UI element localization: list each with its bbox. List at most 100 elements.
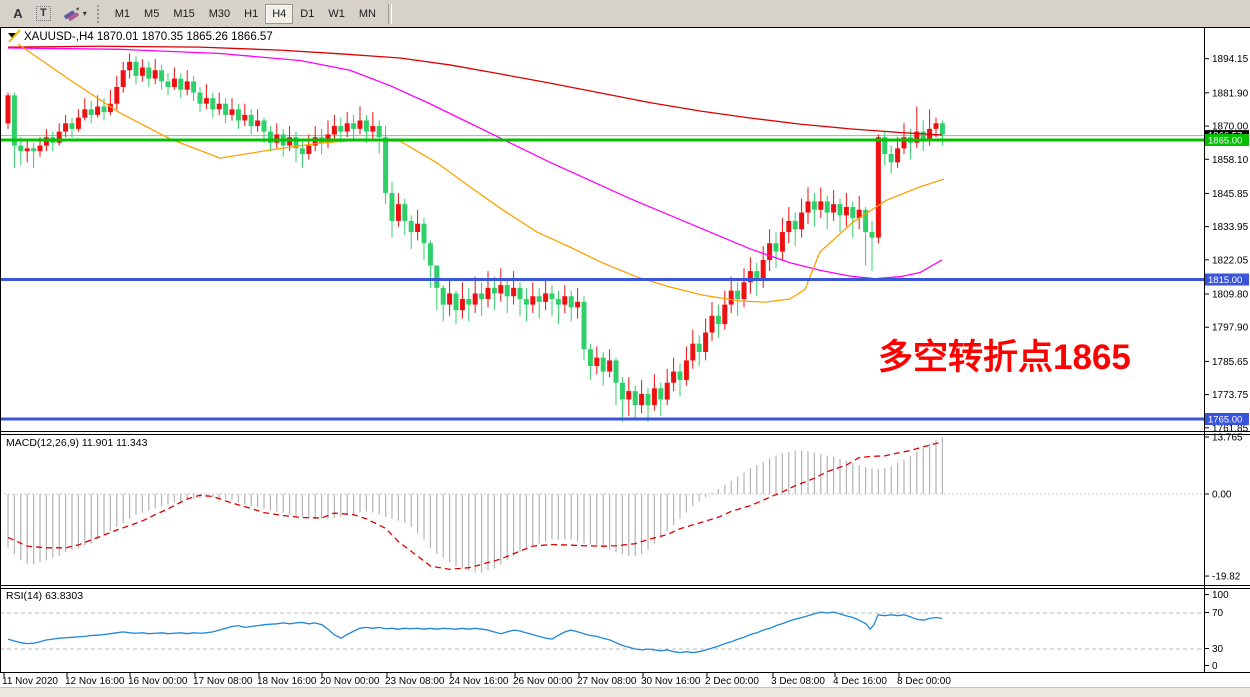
candle-body [434,265,440,288]
candle-body [607,360,613,372]
candle-body [562,296,568,305]
candle-body [165,81,171,87]
candle-body [363,120,369,132]
candles-layer [5,53,945,422]
candle-body [677,371,683,380]
rsi-axis-label: 30 [1212,644,1224,655]
candle-body [888,153,894,163]
candle-body [120,70,126,87]
candle-body [741,282,747,300]
time-axis: 11 Nov 2020 12 Nov 16:00 16 Nov 00:00 17 No… [2,672,951,687]
candle-body [402,204,408,221]
candle-body [408,220,414,233]
price-axis-label: 1833.95 [1212,222,1249,233]
candle-body [267,131,273,143]
candle-body [754,271,760,280]
timeframe-button-h4[interactable]: H4 [265,3,294,24]
candle-body [203,98,209,104]
candle-body [683,360,689,380]
candle-body [914,131,920,143]
price-axis-label: 1822.05 [1212,255,1249,266]
candle-body [376,126,382,138]
timeframe-button-group: M1 M5 M15 M30 H1 H4 D1 W1 MN [108,3,383,24]
candle-body [543,293,549,302]
candle-body [696,343,702,353]
timeframe-button-m5[interactable]: M5 [144,7,160,20]
chart-container: 1894.15 1881.90 1870.00 1858.10 1845.85 1833.… [0,27,1250,692]
candle-body [293,137,299,149]
candle-body [184,81,190,90]
candle-body [210,98,216,110]
text-tool-button[interactable]: T [30,4,57,24]
candle-body [427,243,433,266]
candle-body [18,145,24,152]
fast-ma-line [17,43,945,303]
macd-panel: 13.765 0.00 -19.82 [0,433,1243,583]
candle-body [491,287,497,294]
timeframe-button-mn[interactable]: MN [358,7,376,20]
timeframe-button-m1[interactable]: M1 [114,7,131,20]
level-price-box-bg [1205,413,1249,425]
candle-body [760,259,766,280]
candle-body [626,391,632,400]
candle-body [306,145,312,154]
timeframe-button-w1[interactable]: W1 [328,7,345,20]
candle-body [709,315,715,333]
rsi-panel: 100 70 30 0 [0,590,1229,672]
timeframe-button-m30[interactable]: M30 [208,7,231,20]
timeframe-button-d1[interactable]: D1 [300,7,315,20]
time-axis-label: 2 Dec 00:00 [705,676,759,687]
chart-annotation[interactable]: 多空转折点1865 [878,338,1131,377]
time-axis-label: 4 Dec 16:00 [833,676,887,687]
candle-body [223,103,229,115]
candle-body [715,315,721,325]
candle-body [735,290,741,300]
timeframe-button-m15[interactable]: M15 [173,7,195,20]
candle-body [555,299,561,305]
candle-body [37,145,43,152]
candle-body [875,137,881,238]
macd-indicator-label: MACD(12,26,9) 11.901 11.343 [6,437,148,449]
candle-body [191,81,197,93]
timeframe-button-h1[interactable]: H1 [244,7,259,20]
candle-body [216,103,222,110]
candle-body [613,360,619,383]
candle-body [255,120,261,127]
level-price-box-bg [1205,273,1249,286]
candle-body [639,393,645,406]
candle-body [88,109,94,115]
candle-body [799,212,805,230]
candle-body [395,204,401,221]
candle-body [645,393,651,406]
symbol-pen-icon [8,29,21,43]
candle-body [722,304,728,325]
candle-body [440,287,446,305]
candle-body [619,382,625,400]
level-price-box-text: 1765.00 [1208,415,1242,426]
candle-body [901,137,907,149]
candle-body [107,103,113,113]
rsi-axis-label: 70 [1212,608,1224,619]
symbol-dropdown-icon[interactable] [8,33,16,38]
time-axis-label: 17 Nov 08:00 [193,676,253,687]
rsi-axis-label: 100 [1212,590,1229,601]
candle-body [383,137,389,194]
font-tool-button[interactable]: A [6,4,30,24]
candle-body [498,285,504,294]
candle-body [773,243,779,252]
candle-body [146,67,152,79]
candle-body [24,148,30,152]
candle-body [779,232,785,252]
chart-area[interactable]: 1894.15 1881.90 1870.00 1858.10 1845.85 1833.… [0,27,1250,687]
candle-body [517,287,523,300]
time-axis-label: 20 Nov 00:00 [320,676,380,687]
candle-body [197,92,203,104]
price-axis-label: 1809.80 [1212,290,1249,301]
toolbar-drag-handle[interactable] [96,4,102,23]
candle-body [472,293,478,305]
colors-button[interactable]: ▾ [57,4,93,24]
candle-body [600,357,606,372]
candle-body [389,193,395,221]
rsi-axis-label: 0 [1212,661,1218,672]
